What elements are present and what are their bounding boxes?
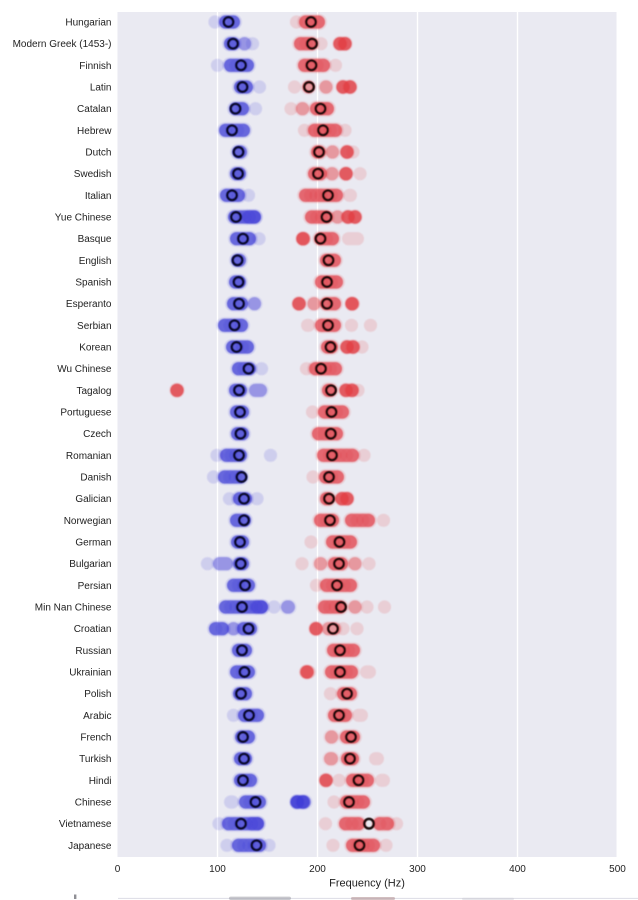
svg-text:400: 400 [509,864,526,875]
svg-text:Yue Chinese: Yue Chinese [55,213,112,224]
svg-text:Min Nan Chinese: Min Nan Chinese [35,603,112,614]
svg-text:Hindi: Hindi [89,776,112,787]
svg-text:Tagalog: Tagalog [76,386,111,397]
svg-text:Romanian: Romanian [66,451,112,462]
svg-text:Turkish: Turkish [79,754,111,765]
svg-text:300: 300 [409,864,426,875]
svg-text:Arabic: Arabic [83,711,111,722]
svg-text:Swedish: Swedish [74,169,112,180]
svg-text:Persian: Persian [78,581,112,592]
svg-text:Wu Chinese: Wu Chinese [57,364,112,375]
svg-text:English: English [79,256,112,267]
svg-text:Croatian: Croatian [74,624,112,635]
svg-text:Hebrew: Hebrew [77,126,112,137]
svg-text:Frequency (Hz): Frequency (Hz) [329,878,405,890]
svg-text:Finnish: Finnish [79,61,111,72]
svg-text:Serbian: Serbian [77,321,111,332]
svg-text:Ukrainian: Ukrainian [69,668,111,679]
svg-text:Japanese: Japanese [68,841,112,852]
svg-text:Italian: Italian [85,191,112,202]
svg-text:Russian: Russian [75,646,111,657]
svg-text:Basque: Basque [78,234,112,245]
svg-text:Danish: Danish [80,473,111,484]
svg-text:Modern Greek (1453-): Modern Greek (1453-) [13,39,112,50]
svg-text:Catalan: Catalan [77,104,111,115]
svg-text:Polish: Polish [84,689,111,700]
svg-text:Vietnamese: Vietnamese [59,819,112,830]
svg-text:German: German [75,538,111,549]
svg-text:Galician: Galician [75,494,111,505]
svg-text:500: 500 [609,864,626,875]
svg-text:Bulgarian: Bulgarian [69,559,111,570]
svg-text:Dutch: Dutch [85,148,111,159]
svg-text:Portuguese: Portuguese [60,408,112,419]
svg-text:Hungarian: Hungarian [65,18,111,29]
svg-text:Korean: Korean [79,343,111,354]
svg-text:Norwegian: Norwegian [64,516,112,527]
svg-text:Esperanto: Esperanto [66,299,112,310]
svg-text:100: 100 [209,864,226,875]
svg-text:0: 0 [115,864,121,875]
svg-text:Latin: Latin [90,83,112,94]
svg-text:Spanish: Spanish [75,278,111,289]
svg-text:Czech: Czech [83,429,111,440]
svg-text:French: French [80,733,111,744]
svg-text:Chinese: Chinese [75,798,112,809]
svg-text:200: 200 [309,864,326,875]
